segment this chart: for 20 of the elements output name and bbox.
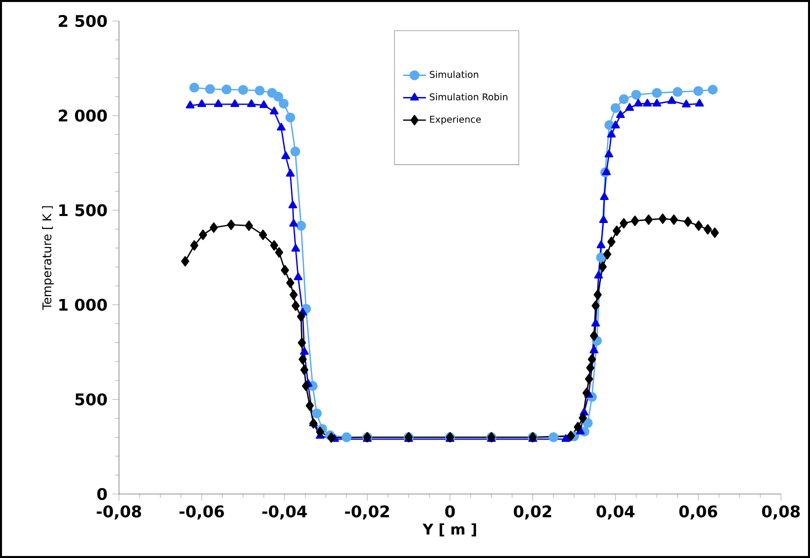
x-tick-label: -0,04: [262, 505, 307, 520]
x-tick-label: 0,04: [596, 505, 635, 520]
x-tick-label: -0,08: [96, 505, 142, 520]
x-tick-label: -0,02: [345, 505, 389, 520]
x-axis-title: Y [ m ]: [422, 523, 476, 536]
x-tick-label: -0,06: [180, 505, 224, 520]
y-tick-label: 1 500: [59, 204, 107, 216]
y-tick-label: 0: [97, 488, 107, 500]
y-axis-title: Temperature [ K ]: [42, 206, 54, 310]
y-tick-label: 2 500: [58, 14, 107, 28]
legend-label: Simulation Robin: [430, 93, 508, 100]
y-tick-label: 1 000: [59, 298, 107, 311]
x-tick-label: 0: [445, 505, 455, 518]
legend-label: Simulation: [430, 70, 478, 78]
x-tick-label: 0,06: [679, 505, 718, 520]
x-tick-label: 0,08: [762, 505, 800, 520]
y-tick-label: 500: [75, 393, 107, 406]
y-tick-label: 2 000: [58, 110, 107, 122]
legend-label: Experience: [430, 116, 481, 125]
x-tick-label: 0,02: [514, 505, 552, 520]
